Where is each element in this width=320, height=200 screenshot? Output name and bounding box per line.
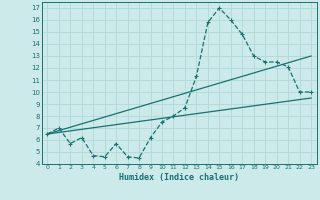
X-axis label: Humidex (Indice chaleur): Humidex (Indice chaleur): [119, 173, 239, 182]
